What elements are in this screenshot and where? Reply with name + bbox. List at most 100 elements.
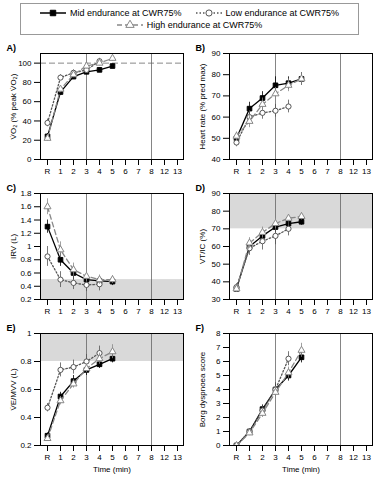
svg-text:40: 40 xyxy=(212,155,221,164)
svg-text:7: 7 xyxy=(216,343,221,352)
svg-text:1: 1 xyxy=(58,453,63,462)
svg-text:0: 0 xyxy=(216,441,221,450)
svg-text:7: 7 xyxy=(136,307,141,316)
svg-text:12: 12 xyxy=(349,167,358,176)
svg-text:6: 6 xyxy=(123,167,128,176)
svg-text:3: 3 xyxy=(84,453,89,462)
svg-text:3: 3 xyxy=(84,307,89,316)
svg-text:2: 2 xyxy=(260,307,265,316)
svg-text:40: 40 xyxy=(23,117,32,126)
svg-text:4: 4 xyxy=(286,307,291,316)
svg-text:5: 5 xyxy=(299,453,304,462)
svg-text:30: 30 xyxy=(212,295,221,304)
svg-text:1: 1 xyxy=(58,167,63,176)
svg-text:6: 6 xyxy=(312,453,317,462)
svg-text:13: 13 xyxy=(173,453,182,462)
svg-text:60: 60 xyxy=(212,113,221,122)
svg-text:0.4: 0.4 xyxy=(20,282,32,291)
svg-text:60: 60 xyxy=(23,97,32,106)
svg-text:0.8: 0.8 xyxy=(20,357,32,366)
svg-text:3: 3 xyxy=(273,167,278,176)
svg-text:8: 8 xyxy=(338,167,343,176)
svg-text:5: 5 xyxy=(110,453,115,462)
svg-text:C): C) xyxy=(7,183,17,193)
svg-text:1: 1 xyxy=(247,167,252,176)
svg-text:40: 40 xyxy=(212,277,221,286)
svg-text:13: 13 xyxy=(362,167,371,176)
svg-text:6: 6 xyxy=(123,307,128,316)
svg-text:E): E) xyxy=(7,323,16,333)
svg-text:6: 6 xyxy=(312,307,317,316)
svg-text:R: R xyxy=(45,167,51,176)
svg-text:13: 13 xyxy=(362,307,371,316)
svg-text:13: 13 xyxy=(362,453,371,462)
svg-text:50: 50 xyxy=(212,134,221,143)
svg-text:2: 2 xyxy=(216,413,221,422)
svg-text:5: 5 xyxy=(299,307,304,316)
svg-text:0.4: 0.4 xyxy=(20,413,32,422)
svg-text:Borg dyspnoea score: Borg dyspnoea score xyxy=(198,351,207,427)
svg-text:80: 80 xyxy=(212,70,221,79)
svg-text:6: 6 xyxy=(312,167,317,176)
svg-text:1.6: 1.6 xyxy=(20,202,32,211)
svg-text:R: R xyxy=(45,307,51,316)
svg-text:F): F) xyxy=(196,323,205,333)
svg-text:4: 4 xyxy=(97,453,102,462)
svg-text:Time (min): Time (min) xyxy=(282,465,320,474)
svg-text:12: 12 xyxy=(349,453,358,462)
svg-text:2: 2 xyxy=(260,167,265,176)
svg-text:90: 90 xyxy=(212,49,221,58)
svg-text:1: 1 xyxy=(216,427,221,436)
svg-text:1: 1 xyxy=(58,307,63,316)
svg-text:1: 1 xyxy=(247,453,252,462)
svg-text:4: 4 xyxy=(97,307,102,316)
svg-text:1: 1 xyxy=(27,242,32,251)
svg-text:1.8: 1.8 xyxy=(20,189,32,198)
svg-text:80: 80 xyxy=(23,78,32,87)
svg-text:70: 70 xyxy=(212,91,221,100)
svg-text:8: 8 xyxy=(338,307,343,316)
svg-text:2: 2 xyxy=(260,453,265,462)
svg-text:2: 2 xyxy=(71,307,76,316)
svg-text:Heart rate (% pred max): Heart rate (% pred max) xyxy=(198,63,207,149)
svg-text:3: 3 xyxy=(84,167,89,176)
svg-text:7: 7 xyxy=(136,167,141,176)
svg-text:100: 100 xyxy=(18,59,32,68)
svg-text:12: 12 xyxy=(160,453,169,462)
svg-text:4: 4 xyxy=(286,167,291,176)
svg-text:5: 5 xyxy=(110,307,115,316)
svg-text:4: 4 xyxy=(97,167,102,176)
svg-text:R: R xyxy=(45,453,51,462)
svg-text:4: 4 xyxy=(216,385,221,394)
svg-text:1: 1 xyxy=(247,307,252,316)
svg-text:0.2: 0.2 xyxy=(20,295,32,304)
svg-text:Time (min): Time (min) xyxy=(93,465,131,474)
svg-text:B): B) xyxy=(196,43,206,53)
svg-text:50: 50 xyxy=(212,260,221,269)
svg-text:3: 3 xyxy=(273,307,278,316)
svg-text:13: 13 xyxy=(173,307,182,316)
svg-text:8: 8 xyxy=(338,453,343,462)
svg-text:90: 90 xyxy=(212,189,221,198)
svg-text:1.2: 1.2 xyxy=(20,229,32,238)
svg-text:80: 80 xyxy=(212,207,221,216)
svg-text:0.6: 0.6 xyxy=(20,269,32,278)
svg-text:8: 8 xyxy=(216,329,221,338)
svg-text:7: 7 xyxy=(325,453,330,462)
svg-text:0.6: 0.6 xyxy=(20,385,32,394)
svg-text:V̇E/MVV (L): V̇E/MVV (L) xyxy=(9,368,18,411)
svg-text:IRV (L): IRV (L) xyxy=(9,234,18,260)
svg-text:6: 6 xyxy=(123,453,128,462)
svg-text:20: 20 xyxy=(23,136,32,145)
svg-text:0.2: 0.2 xyxy=(20,441,32,450)
svg-text:V̇O₂ (% peak V̇O₂): V̇O₂ (% peak V̇O₂) xyxy=(9,73,18,139)
svg-text:8: 8 xyxy=(149,453,154,462)
svg-text:12: 12 xyxy=(349,307,358,316)
svg-text:4: 4 xyxy=(286,453,291,462)
svg-text:0.8: 0.8 xyxy=(20,255,32,264)
svg-text:6: 6 xyxy=(216,357,221,366)
svg-text:R: R xyxy=(234,453,240,462)
svg-text:3: 3 xyxy=(216,399,221,408)
svg-text:7: 7 xyxy=(325,307,330,316)
svg-text:60: 60 xyxy=(212,242,221,251)
